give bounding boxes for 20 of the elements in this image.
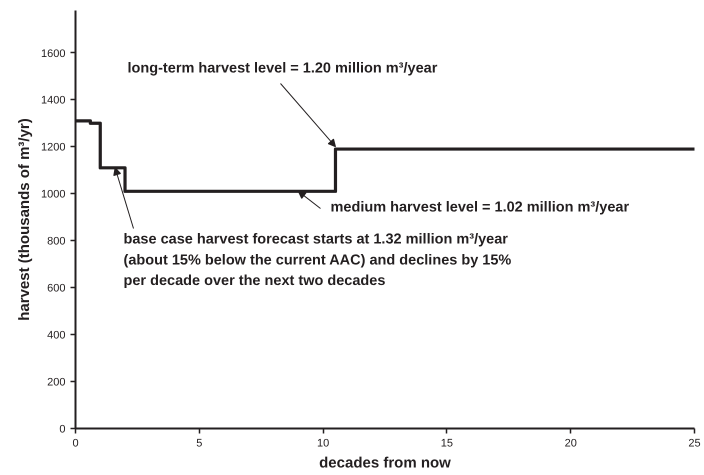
- y-tick-label: 800: [47, 236, 66, 248]
- annotation: base case harvest forecast starts at 1.32 million m³/year (about 15% below the current AAC) and declines by 15% per decade over the next two decades: [124, 232, 512, 290]
- x-tick-label: 25: [688, 438, 701, 450]
- y-tick-label: 600: [47, 282, 66, 295]
- x-tick-label: 15: [440, 438, 454, 450]
- x-tick-label: 0: [72, 438, 79, 450]
- y-tick-label: 400: [47, 330, 66, 342]
- x-axis-title: decades from now: [319, 454, 452, 472]
- annotation: long-term harvest level = 1.20 million m³/year: [128, 60, 438, 76]
- x-tick-label: 20: [564, 438, 577, 450]
- y-tick-label: 1000: [41, 188, 66, 201]
- y-tick-label: 1400: [41, 94, 66, 107]
- x-tick-label: 10: [316, 438, 330, 450]
- y-tick-label: 1600: [41, 48, 66, 60]
- y-tick-label: 200: [47, 376, 66, 389]
- y-axis-title: harvest (thousands of m³/yr): [16, 118, 34, 321]
- annotation: medium harvest level = 1.02 million m³/year: [330, 200, 630, 216]
- y-tick-label: 1200: [41, 142, 66, 154]
- y-tick-label: 0: [59, 424, 66, 436]
- x-tick-label: 5: [196, 438, 202, 450]
